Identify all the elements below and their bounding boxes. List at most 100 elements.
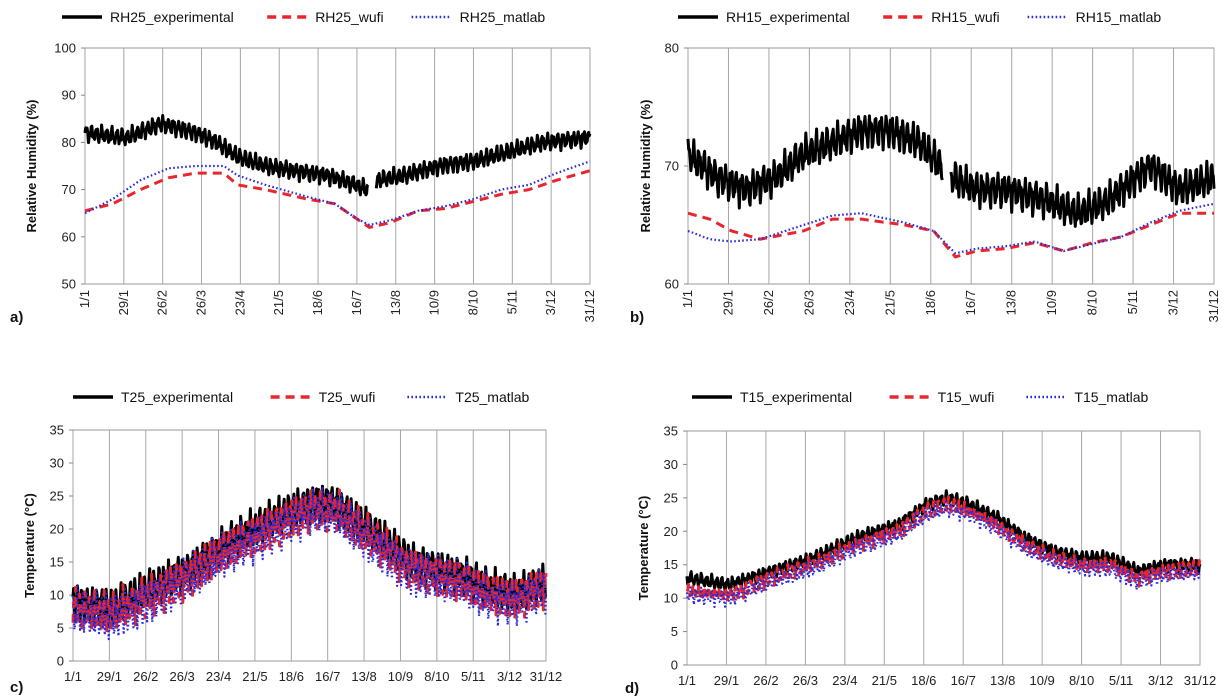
legend-entry: T15_experimental — [740, 389, 852, 405]
x-tick-label: 8/10 — [1069, 673, 1094, 688]
x-tick-label: 5/11 — [1109, 673, 1133, 688]
series-line-RH25_matlab — [84, 160, 591, 227]
x-tick-label: 31/12 — [1206, 290, 1221, 323]
y-tick-label: 70 — [665, 159, 679, 174]
x-tick-label: 5/11 — [1125, 290, 1140, 314]
y-tick-label: 50 — [62, 277, 76, 292]
x-tick-label: 18/6 — [911, 673, 936, 688]
x-tick-label: 5/11 — [504, 290, 519, 314]
legend-entry: RH15_experimental — [726, 9, 850, 25]
y-tick-label: 20 — [50, 522, 64, 537]
plot-area — [686, 430, 1201, 666]
plot-area — [687, 47, 1215, 285]
series-line-T15_matlab — [685, 498, 1201, 608]
legend: RH15_experimental RH15_wufi RH15_matlab — [678, 9, 1161, 25]
x-tick-label: 18/6 — [279, 669, 304, 684]
x-tick-label: 3/12 — [1166, 290, 1181, 315]
x-tick-label: 8/10 — [424, 669, 449, 684]
y-tick-label: 0 — [57, 654, 64, 669]
x-tick-label: 16/7 — [349, 290, 364, 315]
x-tick-label: 18/6 — [923, 290, 938, 315]
legend: T15_experimental T15_wufi T15_matlab — [692, 389, 1149, 405]
y-tick-label: 25 — [50, 489, 64, 504]
x-tick-label: 29/1 — [97, 669, 122, 684]
x-tick-label: 26/2 — [133, 669, 158, 684]
legend-entry: RH15_matlab — [1076, 9, 1162, 25]
x-tick-label: 10/9 — [1044, 290, 1059, 315]
x-tick-label: 13/8 — [990, 673, 1015, 688]
y-tick-label: 90 — [62, 88, 76, 103]
x-tick-label: 8/10 — [1085, 290, 1100, 315]
series-line-T25_wufi — [71, 486, 548, 634]
x-tick-label: 23/4 — [832, 673, 857, 688]
x-tick-label: 26/2 — [761, 290, 776, 315]
plot-area — [72, 429, 547, 662]
legend-entry: RH25_matlab — [460, 9, 546, 25]
x-tick-label: 26/3 — [169, 669, 194, 684]
x-tick-label: 26/3 — [801, 290, 816, 315]
x-tick-label: 10/9 — [388, 669, 413, 684]
x-tick-label: 26/2 — [753, 673, 778, 688]
chart-panel-1: 1/1 29/1 26/2 26/3 23/4 21/5 18/6 16/7 13/8 10/9 8… — [10, 9, 597, 326]
series-line-RH15_experimental — [686, 114, 1216, 228]
legend-entry: T15_wufi — [938, 389, 995, 405]
y-tick-label: 60 — [665, 277, 679, 292]
x-tick-label: 13/8 — [1004, 290, 1019, 315]
x-tick-label: 21/5 — [271, 290, 286, 315]
x-tick-label: 13/8 — [388, 290, 403, 315]
x-tick-label: 31/12 — [582, 290, 597, 323]
x-tick-label: 5/11 — [461, 669, 485, 684]
y-tick-label: 30 — [50, 456, 64, 471]
x-tick-label: 29/1 — [714, 673, 739, 688]
x-tick-label: 1/1 — [64, 669, 82, 684]
chart-panel-4: 1/1 29/1 26/2 26/3 23/4 21/5 18/6 16/7 13/8 10/9 8… — [625, 389, 1216, 697]
legend-entry: RH25_wufi — [315, 9, 383, 25]
y-tick-label: 5 — [57, 621, 64, 636]
x-tick-label: 10/9 — [427, 290, 442, 315]
x-tick-label: 16/7 — [951, 673, 976, 688]
x-tick-label: 23/4 — [206, 669, 231, 684]
y-tick-label: 15 — [664, 557, 678, 572]
legend-entry: RH25_experimental — [110, 9, 234, 25]
x-tick-label: 1/1 — [680, 290, 695, 308]
x-tick-label: 16/7 — [315, 669, 340, 684]
x-tick-label: 21/5 — [872, 673, 897, 688]
y-tick-label: 10 — [50, 588, 64, 603]
series-line-RH15_wufi — [687, 211, 1215, 259]
legend-entry: RH15_wufi — [931, 9, 999, 25]
x-tick-label: 23/4 — [232, 290, 247, 315]
x-tick-label: 1/1 — [678, 673, 696, 688]
x-tick-label: 10/9 — [1029, 673, 1054, 688]
x-tick-label: 13/8 — [351, 669, 376, 684]
chart-panel-3: 1/1 29/1 26/2 26/3 23/4 21/5 18/6 16/7 13/8 10/9 8… — [10, 389, 562, 696]
x-tick-label: 29/1 — [720, 290, 735, 315]
legend: RH25_experimental RH25_wufi RH25_matlab — [62, 9, 545, 25]
y-tick-label: 20 — [664, 524, 678, 539]
legend-entry: T15_matlab — [1074, 389, 1148, 405]
y-tick-label: 5 — [671, 624, 678, 639]
y-tick-label: 30 — [664, 457, 678, 472]
x-tick-label: 26/2 — [155, 290, 170, 315]
x-tick-label: 1/1 — [77, 290, 92, 308]
x-tick-label: 21/5 — [242, 669, 267, 684]
panel-label: b) — [630, 309, 644, 326]
chart-panel-2: 1/1 29/1 26/2 26/3 23/4 21/5 18/6 16/7 13/8 10/9 8… — [630, 9, 1221, 326]
y-tick-label: 70 — [62, 182, 76, 197]
x-tick-label: 16/7 — [963, 290, 978, 315]
y-tick-label: 0 — [671, 658, 678, 673]
legend-entry: T25_experimental — [121, 389, 233, 405]
panel-label: d) — [625, 680, 639, 697]
y-tick-label: 15 — [50, 555, 64, 570]
series-line-T25_matlab — [71, 485, 548, 641]
x-tick-label: 21/5 — [882, 290, 897, 315]
y-tick-label: 10 — [664, 591, 678, 606]
y-axis-label: Relative Humidity (%) — [638, 100, 653, 233]
series-line-T15_wufi — [685, 495, 1202, 604]
x-tick-label: 29/1 — [116, 290, 131, 315]
x-tick-label: 31/12 — [530, 669, 563, 684]
y-axis-label: Relative Humidity (%) — [24, 100, 39, 233]
x-tick-label: 26/3 — [793, 673, 818, 688]
panel-label: a) — [10, 309, 23, 326]
y-axis-label: Temperature (°C) — [636, 496, 651, 601]
